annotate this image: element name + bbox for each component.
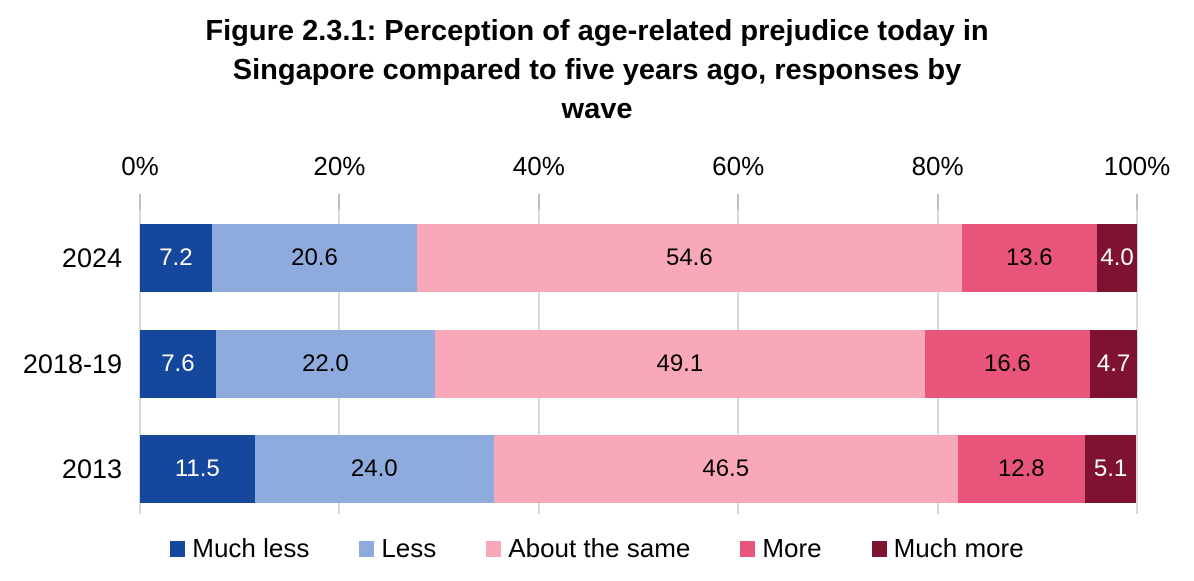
bar-segment-much-less: 7.2 [140,224,212,292]
bar-segment-about-the-same: 49.1 [435,330,925,398]
x-axis-tick-label: 0% [121,151,159,181]
legend-label: Less [381,533,437,563]
legend-label: Much more [893,533,1024,563]
legend-swatch-icon [359,540,375,557]
bar-segment-much-more: 4.7 [1090,330,1137,398]
bar-row: 7.2 20.6 54.6 13.6 4.0 [140,224,1137,292]
bar-segment-less: 22.0 [215,330,436,398]
legend-label: More [762,533,822,563]
axis-tick [737,194,740,210]
category-label: 2024 [61,243,122,273]
legend-item-much-more: Much more [871,533,1024,564]
bar-segment-about-the-same: 54.6 [417,224,962,292]
legend-item-about-the-same: About the same [486,533,690,564]
axis-tick [139,194,141,210]
legend: Much less Less About the same More Much more [0,533,1194,564]
legend-swatch-icon [486,540,502,557]
legend-label: About the same [508,533,691,563]
legend-item-more: More [740,533,822,564]
axis-tick [936,194,939,210]
legend-swatch-icon [740,540,756,557]
x-axis-tick-marks [139,194,1138,210]
x-axis-tick-label: 20% [313,151,366,181]
bar-segment-more: 16.6 [924,330,1091,398]
x-axis-tick-label: 100% [1103,151,1171,181]
x-axis-tick-label: 60% [712,151,765,181]
category-label: 2013 [61,454,122,484]
axis-tick [1136,194,1138,210]
bar-row: 7.6 22.0 49.1 16.6 4.7 [140,330,1137,398]
axis-tick [537,194,540,210]
chart-title-line-1: Figure 2.3.1: Perception of age-related … [205,15,989,47]
legend-item-less: Less [359,533,436,564]
category-label: 2018-19 [22,349,122,379]
axis-tick [338,194,341,210]
x-axis-tick-label: 80% [911,151,964,181]
plot-area: 7.2 20.6 54.6 13.6 4.0 7.6 22.0 49.1 16.6 4.7 11.5… [139,210,1138,514]
bar-segment-less: 24.0 [254,435,494,503]
bar-segment-more: 12.8 [957,435,1086,503]
gridline [1136,210,1138,514]
bar-segment-about-the-same: 46.5 [493,435,958,503]
bar-segment-more: 13.6 [961,224,1098,292]
legend-label: Much less [192,533,310,563]
bar-segment-less: 20.6 [211,224,418,292]
legend-swatch-icon [170,540,186,557]
chart-title: Figure 2.3.1: Perception of age-related … [0,12,1194,129]
chart-title-line-3: wave [561,93,633,125]
bar-row: 11.5 24.0 46.5 12.8 5.1 [140,435,1137,503]
y-axis-category-labels: 2024 2018-19 2013 [0,210,122,514]
bar-segment-much-less: 7.6 [140,330,216,398]
x-axis-tick-label: 40% [512,151,565,181]
chart-title-line-2: Singapore compared to five years ago, re… [232,54,962,86]
bar-segment-much-more: 5.1 [1085,435,1136,503]
bar-segment-much-less: 11.5 [140,435,255,503]
legend-item-much-less: Much less [170,533,309,564]
x-axis-tick-labels: 0% 20% 40% 60% 80% 100% [121,151,1170,183]
legend-swatch-icon [871,540,887,557]
bar-segment-much-more: 4.0 [1097,224,1137,292]
